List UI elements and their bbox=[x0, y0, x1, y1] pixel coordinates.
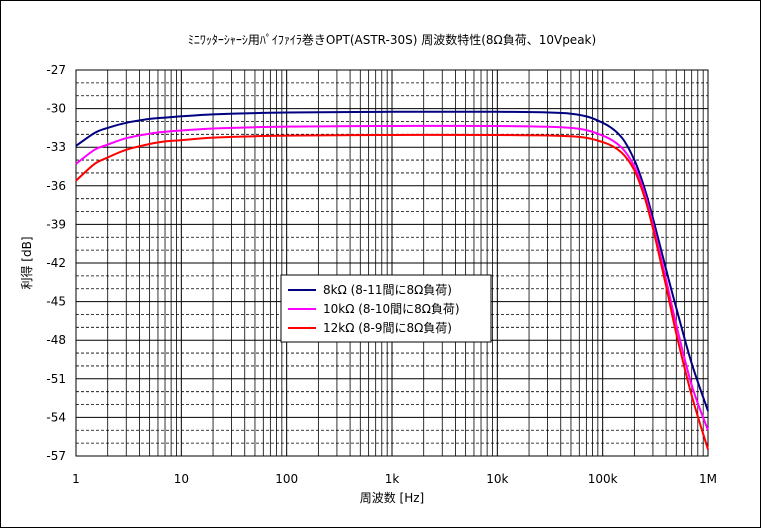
x-tick-label: 100k bbox=[588, 472, 618, 486]
y-tick-label: -27 bbox=[46, 63, 66, 77]
y-tick-label: -57 bbox=[46, 449, 66, 463]
x-tick-label: 1 bbox=[72, 472, 80, 486]
y-tick-label: -39 bbox=[46, 217, 66, 231]
y-tick-label: -33 bbox=[46, 140, 66, 154]
legend-entry: 8kΩ (8-11間に8Ω負荷) bbox=[323, 283, 452, 297]
legend: 8kΩ (8-11間に8Ω負荷) 10kΩ (8-10間に8Ω負荷) 12kΩ (8… bbox=[280, 274, 492, 343]
x-tick-label: 10 bbox=[174, 472, 189, 486]
plot-area bbox=[75, 69, 709, 457]
chart-title: ﾐﾆﾜｯﾀｰｼｬｰｼ用ﾊﾟｲﾌｧｲﾗ巻きOPT(ASTR-30S) 周波数特性(… bbox=[188, 32, 596, 47]
series-group bbox=[75, 110, 709, 450]
series-line-2 bbox=[75, 124, 709, 431]
series-line-1 bbox=[75, 110, 709, 412]
legend-entry: 12kΩ (8-9間に8Ω負荷) bbox=[323, 321, 452, 335]
y-tick-label: -51 bbox=[46, 372, 66, 386]
legend-entry: 10kΩ (8-10間に8Ω負荷) bbox=[323, 302, 460, 316]
x-axis-label: 周波数 [Hz] bbox=[360, 490, 425, 505]
series-line-3 bbox=[75, 133, 709, 450]
y-axis: -27 -30 -33 -36 -39 -42 -45 -48 -51 -54 -57 bbox=[46, 63, 66, 463]
y-tick-label: -48 bbox=[46, 333, 66, 347]
y-axis-label: 利得 [dB] bbox=[19, 236, 34, 289]
x-tick-label: 100 bbox=[275, 472, 298, 486]
grid bbox=[76, 70, 708, 456]
x-tick-label: 10k bbox=[486, 472, 508, 486]
y-tick-label: -42 bbox=[46, 256, 66, 270]
x-tick-label: 1M bbox=[699, 472, 717, 486]
y-tick-label: -45 bbox=[46, 295, 66, 309]
x-tick-label: 1k bbox=[385, 472, 400, 486]
y-tick-label: -54 bbox=[46, 410, 66, 424]
y-tick-label: -30 bbox=[46, 102, 66, 116]
y-tick-label: -36 bbox=[46, 179, 66, 193]
x-axis: 1 10 100 1k 10k 100k 1M bbox=[72, 472, 717, 486]
